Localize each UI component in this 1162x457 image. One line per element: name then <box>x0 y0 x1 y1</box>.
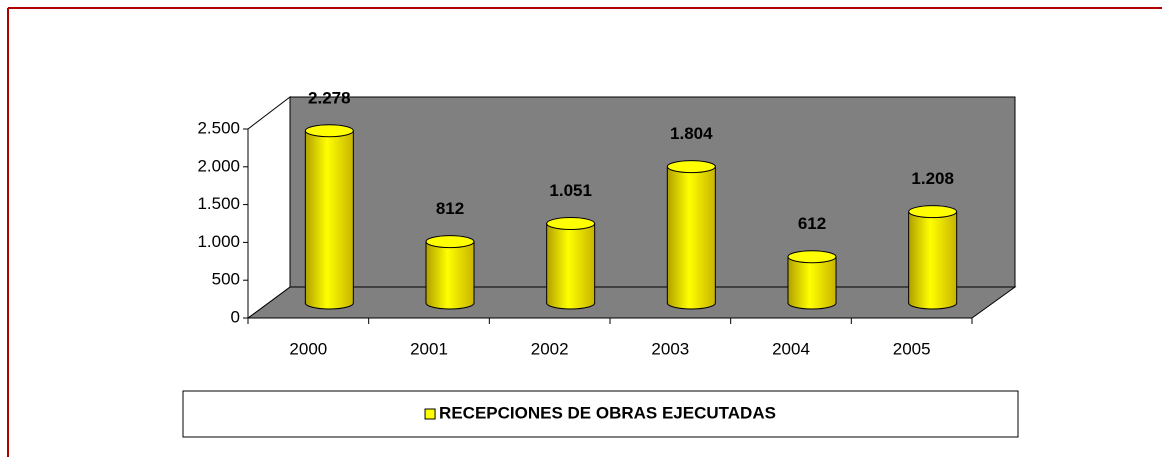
y-tick-label: 0 <box>231 307 240 326</box>
bar <box>305 130 354 303</box>
bar-top <box>546 217 596 231</box>
side-wall <box>247 95 291 319</box>
x-tick-label: 2004 <box>772 339 810 358</box>
value-label: 2.278 <box>308 88 351 107</box>
bar-top <box>425 235 475 249</box>
bar-top <box>908 205 958 219</box>
legend-label: RECEPCIONES DE OBRAS EJECUTADAS <box>439 403 776 422</box>
value-label: 1.051 <box>549 181 592 200</box>
bar <box>426 241 474 303</box>
legend-swatch <box>424 408 436 420</box>
x-tick-label: 2002 <box>531 339 569 358</box>
value-label: 812 <box>436 199 464 218</box>
y-tick-label: 500 <box>212 270 240 289</box>
bar <box>546 223 595 303</box>
value-label: 1.208 <box>911 169 954 188</box>
x-tick-label: 2000 <box>289 339 327 358</box>
back-wall <box>289 96 1016 288</box>
bar-top <box>304 124 354 138</box>
x-tick-label: 2003 <box>651 339 689 358</box>
value-label: 612 <box>798 214 826 233</box>
legend-box <box>182 390 1019 438</box>
x-tick-label: 2005 <box>893 339 931 358</box>
y-tick-label: 1.000 <box>197 232 240 251</box>
bar <box>908 211 957 303</box>
bar-top <box>666 160 716 174</box>
y-tick-label: 2.500 <box>197 118 240 137</box>
floor <box>246 286 1017 319</box>
value-label: 1.804 <box>670 124 713 143</box>
x-tick-label: 2001 <box>410 339 448 358</box>
bar <box>788 256 836 303</box>
y-tick-label: 1.500 <box>197 194 240 213</box>
bar-top <box>787 250 837 264</box>
y-tick-label: 2.000 <box>197 156 240 175</box>
legend: RECEPCIONES DE OBRAS EJECUTADAS <box>424 403 776 422</box>
bar <box>667 166 716 303</box>
